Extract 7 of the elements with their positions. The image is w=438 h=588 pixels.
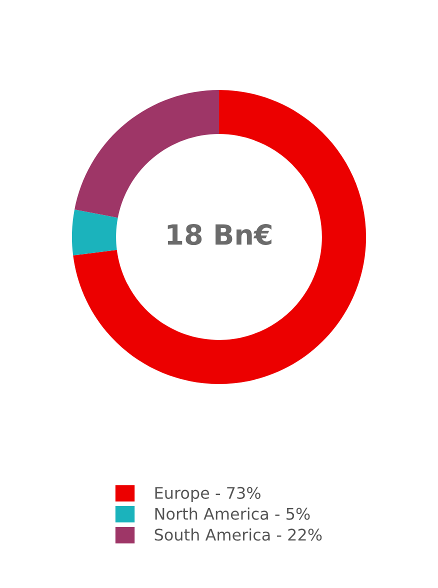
legend-label: North America - 5% — [155, 507, 310, 520]
donut-slice — [73, 90, 366, 384]
legend-label: South America - 22% — [154, 528, 322, 541]
donut-slice — [72, 209, 118, 256]
text: 18 Bn€ — [168, 224, 272, 246]
donut-slice — [74, 90, 219, 218]
legend-label: Europe - 73% — [155, 486, 260, 502]
